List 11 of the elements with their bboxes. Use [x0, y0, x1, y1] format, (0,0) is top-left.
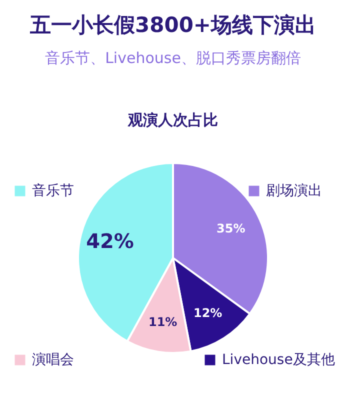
data-label: 12% — [193, 306, 222, 320]
text: 观演人次占比 — [127, 111, 218, 129]
legend-label: 演唱会 — [32, 352, 74, 368]
chart-title: 五一小长假3800+场线下演出 — [28, 13, 316, 37]
data-label: 35% — [216, 221, 246, 236]
legend-label: 剧场演出 — [266, 183, 322, 199]
data-label: 42% — [86, 228, 134, 253]
data-label: 11% — [148, 315, 178, 330]
legend-label: 音乐节 — [32, 183, 74, 199]
chart-subtitle: 音乐节、Livehouse、脱口秀票房翻倍 — [45, 49, 301, 67]
legend-label: Livehouse及其他 — [222, 352, 335, 368]
